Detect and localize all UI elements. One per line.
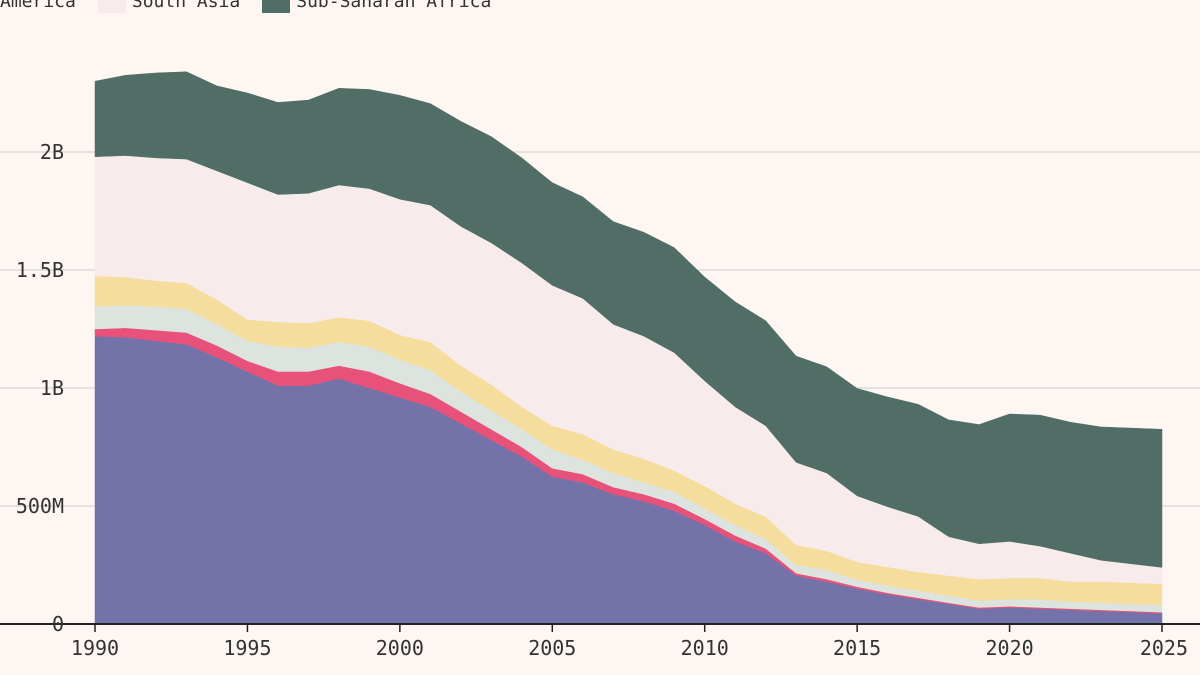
- area-series-6: [94, 71, 1163, 568]
- legend-swatch: [97, 0, 126, 13]
- y-tick-label: 0: [52, 612, 64, 636]
- x-tick-label: 2020: [985, 636, 1033, 660]
- x-tick-label: 1995: [223, 636, 271, 660]
- legend-label: America: [0, 0, 76, 12]
- legend-label: Sub-Saharan Africa: [296, 0, 492, 12]
- legend: America South Asia Sub-Saharan Africa: [0, 0, 513, 14]
- y-tick-label: 1B: [40, 376, 64, 400]
- legend-item-america: America: [0, 0, 76, 12]
- legend-swatch: [262, 0, 291, 13]
- y-tick-label: 2B: [40, 140, 64, 164]
- y-tick-label: 500M: [16, 494, 64, 518]
- y-tick-label: 1.5B: [16, 258, 64, 282]
- x-tick-label: 2000: [376, 636, 424, 660]
- x-tick-label: 1990: [71, 636, 119, 660]
- x-tick-label: 2005: [528, 636, 576, 660]
- legend-item-south-asia: South Asia: [97, 0, 241, 13]
- legend-item-sub-saharan-africa: Sub-Saharan Africa: [262, 0, 491, 13]
- x-tick-label: 2015: [833, 636, 881, 660]
- axes: 1990 1995 2000 2005 2010 2015 2020 2025 0 500M 1B 1…: [0, 140, 1200, 660]
- x-tick-label: 2010: [681, 636, 729, 660]
- legend-label: South Asia: [131, 0, 241, 12]
- area-series-group: [94, 71, 1163, 625]
- x-tick-label: 2025: [1140, 636, 1188, 660]
